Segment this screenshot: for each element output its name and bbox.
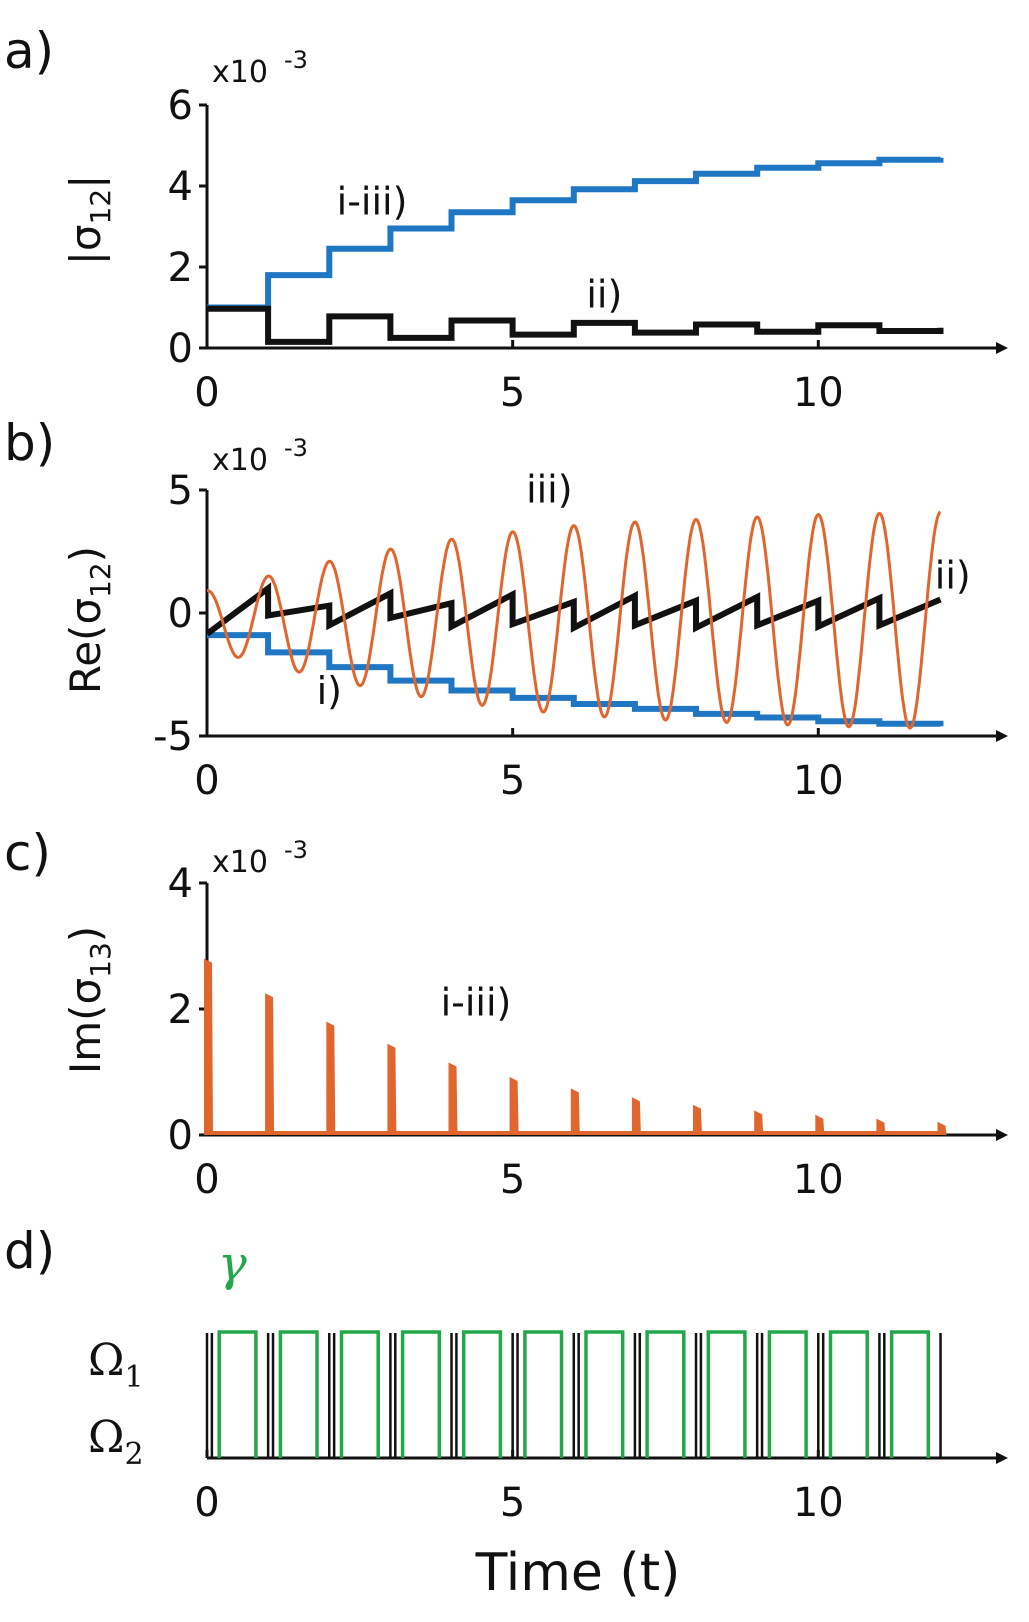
panel-b-annotation: iii) (526, 467, 573, 511)
gamma-label: γ (218, 1236, 247, 1292)
panel-b-xtick-label: 5 (500, 758, 525, 804)
panel-a-ylabel: |σ12| (61, 175, 117, 266)
panel-b-label: b) (4, 414, 55, 472)
panel-c-xtick-label: 10 (793, 1157, 844, 1203)
panel-b-series-0 (207, 632, 944, 727)
panel-a-exponent-power: -3 (284, 46, 308, 74)
panel-a-label: a) (4, 22, 54, 80)
panel-c-label: c) (4, 824, 51, 882)
panel-c-spike (570, 1088, 580, 1135)
panel-b-annotation: i) (317, 669, 342, 713)
svg-text:Re(σ12): Re(σ12) (61, 546, 117, 694)
omega2-label: Ω2 (88, 1412, 144, 1472)
panel-c-spike (876, 1118, 886, 1135)
panel-c-spike (509, 1077, 519, 1135)
panel-a: a) x10 -3 |σ12| 0 2 4 6 0 5 10 i-iii) ii) (4, 22, 1008, 416)
gamma-pulse-train (217, 1330, 931, 1458)
panel-b-ytick-label: 0 (168, 591, 193, 637)
panel-b: b) x10 -3 Re(σ12) -505 0 5 10 iii)ii)i) (4, 414, 1008, 804)
panel-c-exponent-power: -3 (284, 836, 308, 864)
panel-a-xtick-label: 5 (500, 370, 525, 416)
panel-b-xtick-label: 10 (793, 758, 844, 804)
panel-c-ylabel: Im(σ13) (61, 926, 117, 1074)
panel-c-ylabel-end: ) (61, 926, 110, 942)
panel-a-ytick-label: 0 (168, 326, 193, 372)
panel-a-ylabel-end: | (61, 175, 110, 189)
panel-c-ytick-label: 0 (168, 1113, 193, 1159)
panel-c-spike (815, 1114, 825, 1135)
panel-c-xtick-label: 0 (194, 1157, 219, 1203)
panel-a-xtick-label: 10 (793, 370, 844, 416)
panel-b-series-2 (206, 510, 942, 730)
panel-a-xtick-label: 0 (194, 370, 219, 416)
panel-c: c) x10 -3 Im(σ13) 0 2 4 0 5 10 i-iii) (4, 824, 1008, 1203)
panel-a-series-1 (207, 305, 944, 345)
panel-c-ylabel-sub: 13 (84, 942, 117, 978)
panel-c-spike (631, 1097, 641, 1135)
panel-b-ylabel-end: ) (61, 546, 110, 562)
panel-b-xtick-label: 0 (194, 758, 219, 804)
panel-c-annotation: i-iii) (441, 980, 512, 1024)
panel-c-spike (387, 1043, 397, 1135)
panel-a-series-0 (207, 156, 944, 311)
svg-text:|σ12|: |σ12| (61, 175, 117, 266)
panel-b-exponent-power: -3 (284, 434, 308, 462)
panel-b-series-1 (205, 582, 942, 637)
panel-a-ylabel-sub: 12 (84, 189, 117, 225)
panel-a-ylabel-main: |σ (61, 225, 110, 266)
panel-d: d) γ Ω1 Ω2 0 5 10 Time (t) (4, 1222, 1008, 1603)
panel-c-spike (204, 958, 213, 1135)
panel-d-xtick-label: 10 (793, 1480, 844, 1526)
panel-b-ylabel-sub: 12 (84, 562, 117, 598)
panel-c-ylabel-main: Im(σ (61, 978, 110, 1074)
panel-a-exponent-base: x10 (212, 55, 268, 90)
omega1-label: Ω1 (88, 1335, 144, 1395)
panel-d-label: d) (4, 1222, 55, 1280)
panel-c-spike (448, 1062, 458, 1135)
panel-c-spike (265, 993, 275, 1135)
panel-b-ylabel: Re(σ12) (61, 546, 117, 694)
panel-c-spike (693, 1104, 702, 1135)
panel-b-annotation: ii) (935, 553, 971, 597)
x-axis-title: Time (t) (475, 1543, 681, 1603)
panel-c-ytick-label: 2 (168, 987, 193, 1033)
panel-a-ytick-label: 4 (168, 164, 193, 210)
panel-c-ytick-label: 4 (168, 861, 193, 907)
panel-d-xtick-label: 0 (194, 1480, 219, 1526)
svg-text:Im(σ13): Im(σ13) (61, 926, 117, 1074)
panel-d-xtick-label: 5 (500, 1480, 525, 1526)
panel-c-exponent-base: x10 (212, 845, 268, 880)
panel-b-ylabel-main: Re(σ (61, 598, 110, 694)
panel-c-xtick-label: 5 (500, 1157, 525, 1203)
panel-c-spike (326, 1021, 336, 1135)
panel-a-ytick-label: 2 (168, 245, 193, 291)
panel-b-exponent-base: x10 (212, 443, 268, 478)
panel-a-ytick-label: 6 (168, 83, 193, 129)
panel-b-ytick-label: -5 (153, 714, 193, 760)
panel-a-annotation: ii) (586, 273, 622, 317)
panel-c-spike (754, 1110, 764, 1135)
panel-a-annotation: i-iii) (337, 179, 408, 223)
panel-b-ytick-label: 5 (168, 468, 193, 514)
